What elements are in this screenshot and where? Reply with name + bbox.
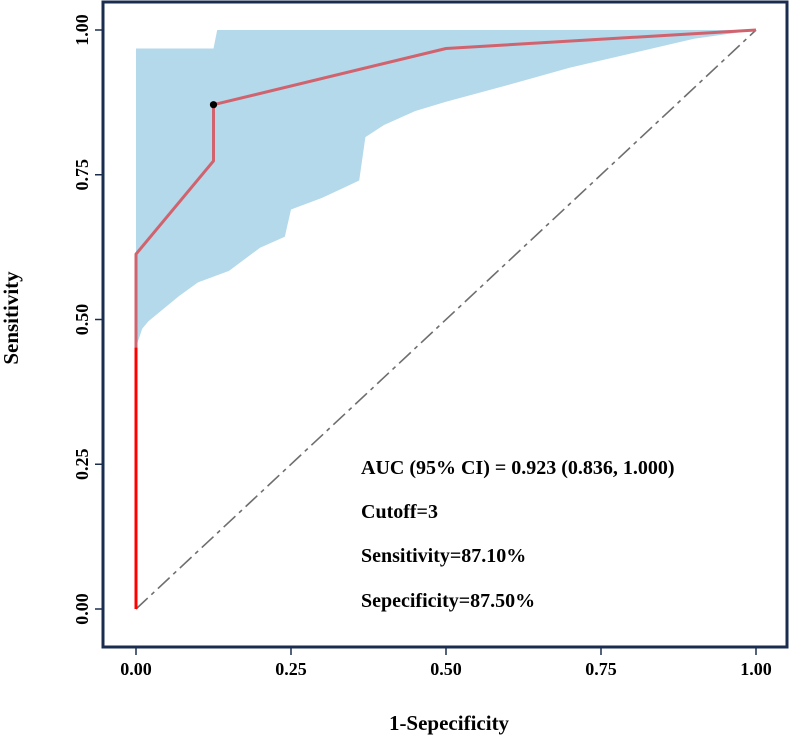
- curve-layer: [134, 28, 757, 609]
- point-layer: [209, 101, 218, 109]
- sensitivity-annotation: Sensitivity=87.10%: [361, 545, 526, 567]
- y-tick-label: 0.50: [72, 304, 92, 336]
- roc-curve: [134, 28, 757, 348]
- specificity-annotation: Sepecificity=87.50%: [361, 590, 535, 612]
- x-tick-label: 1.00: [740, 659, 772, 679]
- x-axis-title: 1-Sepecificity: [389, 711, 510, 735]
- y-tick-label: 0.00: [72, 593, 92, 625]
- y-tick-label: 1.00: [72, 14, 92, 46]
- confidence-band: [136, 30, 756, 348]
- band-layer: [136, 30, 756, 348]
- cutoff-annotation: Cutoff=3: [361, 501, 438, 523]
- plot-frame: [101, 0, 789, 649]
- x-tick-label: 0.25: [275, 659, 307, 679]
- tick-layer: 0.00 0.25 0.50 0.75 1.00 0.00 0.25 0.50 0.75 1.00: [72, 14, 772, 679]
- y-axis-title: Sensitivity: [0, 271, 23, 365]
- x-tick-label: 0.00: [120, 659, 152, 679]
- auc-annotation: AUC (95% CI) = 0.923 (0.836, 1.000): [361, 457, 675, 479]
- cutoff-point: [209, 101, 218, 109]
- reference-layer: [135, 29, 757, 610]
- y-tick-label: 0.25: [72, 449, 92, 481]
- x-tick-label: 0.75: [585, 659, 617, 679]
- y-tick-label: 0.75: [72, 159, 92, 191]
- reference-line: [135, 29, 757, 610]
- x-tick-label: 0.50: [430, 659, 462, 679]
